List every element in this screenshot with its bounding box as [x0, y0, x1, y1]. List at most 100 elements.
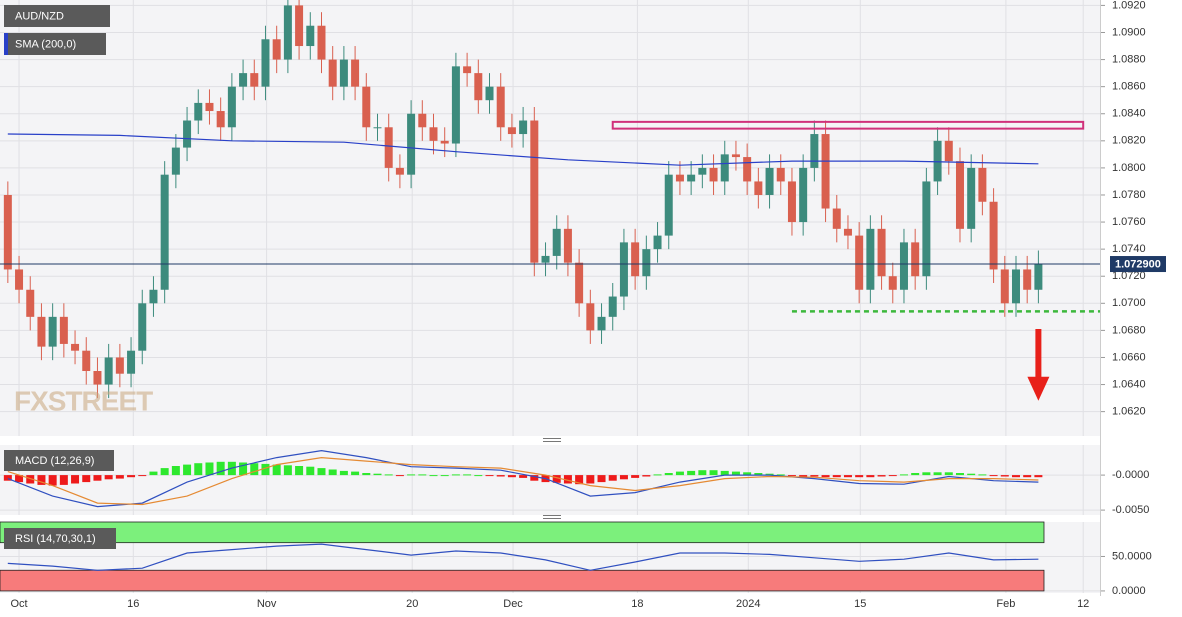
- candle-body: [115, 357, 124, 374]
- candle-body: [731, 154, 740, 158]
- candle-body: [183, 120, 192, 148]
- candle-body: [888, 276, 897, 290]
- candle-body: [15, 269, 24, 290]
- y-tick-label: 1.0880: [1112, 53, 1146, 65]
- candle-body: [743, 157, 752, 182]
- macd-histogram-bar: [373, 473, 382, 476]
- price-panel: [0, 0, 1100, 436]
- y-tick-label: 1.0820: [1112, 135, 1146, 147]
- x-tick-label: 20: [406, 598, 418, 610]
- x-tick-label: 2024: [736, 598, 760, 610]
- candle-body: [474, 73, 483, 101]
- candle-body: [149, 289, 158, 304]
- macd-histogram-bar: [328, 469, 337, 476]
- rsi-label: RSI (14,70,30,1): [15, 533, 96, 545]
- macd-histogram-bar: [216, 461, 225, 476]
- candle-body: [989, 201, 998, 270]
- macd-histogram-bar: [799, 475, 808, 477]
- macd-histogram-bar: [71, 475, 80, 484]
- candle-body: [283, 5, 292, 60]
- candle-body: [227, 86, 236, 128]
- macd-histogram-bar: [15, 475, 24, 483]
- candle-body: [698, 167, 707, 175]
- sma-swatch: [4, 33, 8, 55]
- macd-histogram-bar: [339, 470, 348, 476]
- macd-histogram-bar: [205, 462, 214, 476]
- indicator-line: [7, 133, 1039, 166]
- macd-histogram-bar: [239, 462, 248, 476]
- candle-body: [855, 235, 864, 290]
- candle-body: [933, 140, 942, 182]
- macd-histogram-bar: [563, 475, 572, 484]
- candle-body: [519, 120, 528, 135]
- x-tick-label: Dec: [503, 598, 523, 610]
- candle-body: [530, 120, 539, 263]
- x-tick-label: 18: [631, 598, 643, 610]
- macd-histogram-bar: [687, 470, 696, 476]
- candle-body: [608, 296, 617, 317]
- macd-histogram-bar: [1000, 475, 1009, 477]
- y-tick-label: 1.0780: [1112, 189, 1146, 201]
- candle-body: [328, 59, 337, 87]
- candle-body: [104, 357, 113, 385]
- candle-body: [843, 228, 852, 236]
- candle-body: [776, 167, 785, 182]
- macd-histogram-bar: [250, 463, 259, 476]
- macd-histogram-bar: [754, 473, 763, 476]
- candle-body: [642, 249, 651, 277]
- candle-body: [1000, 269, 1009, 304]
- candle-body: [586, 303, 595, 331]
- macd-histogram-bar: [922, 472, 931, 476]
- macd-histogram-bar: [720, 470, 729, 476]
- candle-body: [37, 316, 46, 347]
- candle-body: [194, 102, 203, 121]
- arrow-head: [1027, 376, 1050, 401]
- candle-body: [866, 228, 875, 290]
- macd-histogram-bar: [306, 466, 315, 476]
- macd-histogram-bar: [776, 474, 785, 476]
- candle-body: [26, 289, 35, 317]
- macd-histogram-bar: [474, 475, 483, 477]
- macd-histogram-bar: [619, 475, 628, 480]
- candle-body: [496, 86, 505, 128]
- macd-histogram-bar: [642, 475, 651, 477]
- candle-body: [384, 127, 393, 168]
- macd-histogram-bar: [138, 475, 147, 477]
- candle-body: [373, 127, 382, 129]
- macd-histogram-bar: [283, 465, 292, 476]
- macd-histogram-bar: [261, 463, 270, 476]
- candle-body: [171, 147, 180, 175]
- panel-grip: [543, 438, 561, 519]
- macd-histogram-bar: [160, 468, 169, 476]
- candle-body: [239, 73, 248, 87]
- macd-box: [4, 450, 114, 471]
- candle-body: [507, 127, 516, 135]
- x-tick-label: Oct: [10, 598, 27, 610]
- macd-histogram-bar: [362, 473, 371, 476]
- y-tick-label: 1.0740: [1112, 243, 1146, 255]
- candle-body: [664, 174, 673, 236]
- macd-histogram-bar: [463, 474, 472, 476]
- macd-histogram-bar: [832, 475, 841, 478]
- rsi-band: [0, 521, 1045, 544]
- macd-histogram-bar: [911, 473, 920, 476]
- candle-body: [306, 25, 315, 47]
- macd-histogram-bar: [37, 475, 46, 485]
- macd-label: MACD (12,26,9): [15, 455, 94, 467]
- sma-box: [4, 33, 106, 55]
- y-tick-label: 1.0920: [1112, 0, 1146, 11]
- candle-body: [429, 127, 438, 141]
- candle-body: [1034, 264, 1043, 290]
- macd-histogram-bar: [440, 475, 449, 477]
- macd-histogram-bar: [496, 475, 505, 477]
- candle-body: [552, 228, 561, 256]
- macd-histogram-bar: [978, 474, 987, 476]
- candle-body: [922, 181, 931, 277]
- candle-body: [709, 167, 718, 182]
- macd-histogram-bar: [586, 475, 595, 484]
- macd-histogram-bar: [171, 466, 180, 476]
- candle-body: [754, 181, 763, 195]
- resistance-zone: [611, 120, 1085, 130]
- macd-histogram-bar: [530, 475, 539, 481]
- macd-histogram-bar: [519, 475, 528, 478]
